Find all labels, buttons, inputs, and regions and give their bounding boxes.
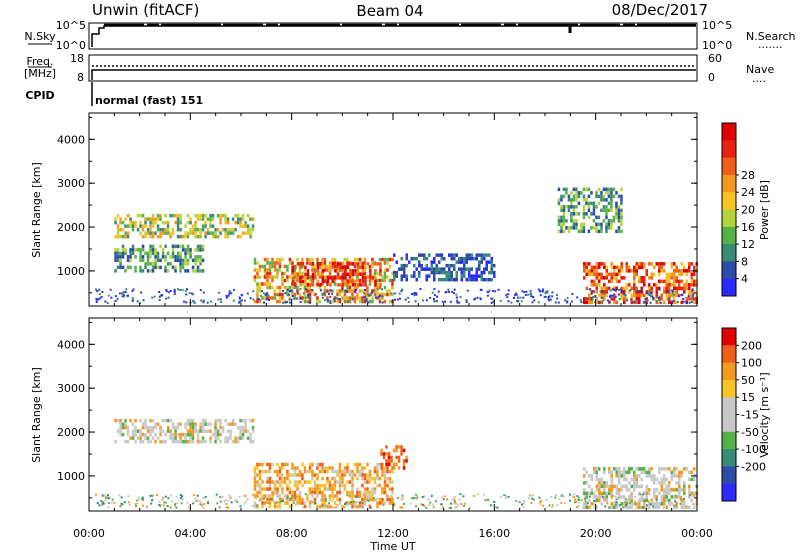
nave-tick-low: 0 [708,71,715,84]
nsky-tick-high: 10^5 [56,19,86,32]
power-colorbar-swatch-0 [722,123,736,141]
velocity-colorbar-swatch-9 [722,483,736,502]
power-near-range-scatter [94,288,695,304]
freq-panel: Freq. [MHz] 18 8 60 0 Nave .... [24,52,775,85]
power-colorbar-tick-5: 24 [741,186,755,199]
time-tick-6: 00:00 [681,527,713,540]
time-tick-2: 08:00 [276,527,308,540]
cpid-row: CPID normal (fast) 151 [25,82,203,107]
nsearch-tick-high: 10^5 [702,19,732,32]
velocity-colorbar-tick-6: -100 [741,443,766,456]
power-echo-region-0 [114,213,255,239]
velocity-colorbar-tick-2: 50 [741,374,755,387]
nsearch-dots: ....... [758,38,782,51]
time-tick-4: 16:00 [478,527,510,540]
velocity-colorbar-swatch-1 [722,345,736,364]
freq-tick-high: 18 [70,52,84,65]
freq-tick-low: 8 [77,71,84,84]
cpid-mode-text: normal (fast) 151 [95,94,203,107]
power-colorbar-swatch-1 [722,140,736,159]
power-colorbar-tick-4: 20 [741,204,755,217]
velocity-near-range-scatter [94,493,695,509]
beam-title: Beam 04 [356,2,423,20]
velocity-colorbar-swatch-0 [722,328,736,346]
velocity-colorbar-tick-0: 200 [741,339,762,352]
power-colorbar-tick-1: 8 [741,255,748,268]
velocity-ytick-3: 4000 [57,338,85,351]
velocity-colorbar-label: Velocity [m s⁻¹] [758,372,771,457]
velocity-colorbar: 200 100 50 15 -15 -50 -100 -200 Velocity [m s⁻¹… [721,327,771,502]
velocity-ytick-0: 1000 [57,470,85,483]
velocity-panel: 1000 2000 3000 4000 Slant Range [km] [30,317,698,512]
velocity-ytick-1: 2000 [57,426,85,439]
power-echo-layer [94,187,698,305]
nave-label: Nave [746,63,774,76]
power-echo-region-4 [393,253,496,282]
power-ytick-1: 2000 [57,221,85,234]
nsearch-tick-low: 10^0 [702,39,732,52]
nave-tick-high: 60 [708,52,722,65]
velocity-colorbar-swatch-6 [722,431,736,450]
power-colorbar: 4 8 12 16 20 24 28 Power [dB] [721,122,771,297]
velocity-ylabel: Slant Range [km] [30,367,43,463]
power-echo-region-3 [291,262,382,287]
nave-dots: .... [752,72,766,85]
station-title: Unwin (fitACF) [92,1,199,19]
power-colorbar-swatch-5 [722,209,736,228]
power-colorbar-swatch-8 [722,261,736,280]
velocity-echo-layer [94,418,698,510]
power-ylabel: Slant Range [km] [30,162,43,258]
date-title: 08/Dec/2017 [612,1,708,19]
power-colorbar-tick-3: 16 [741,221,755,234]
velocity-colorbar-swatch-2 [722,362,736,381]
power-echo-region-1 [114,244,205,273]
velocity-colorbar-tick-4: -15 [741,409,759,422]
nsky-label: N.Sky [24,30,56,43]
freq-label-line2: [MHz] [24,67,56,80]
power-colorbar-tick-0: 4 [741,273,748,286]
power-panel: 1000 2000 3000 4000 Slant Range [km] [30,112,698,307]
time-axis-labels: 00:00 04:00 08:00 12:00 16:00 20:00 00:00 [73,527,713,540]
power-colorbar-swatch-3 [722,174,736,193]
freq-label-line1: Freq. [26,55,53,68]
cpid-label: CPID [25,89,54,102]
velocity-colorbar-swatch-5 [722,414,736,433]
velocity-echo-region-2 [380,445,408,470]
velocity-colorbar-tick-1: 100 [741,357,762,370]
power-colorbar-swatch-6 [722,226,736,245]
power-ytick-2: 3000 [57,177,85,190]
velocity-colorbar-tick-3: 15 [741,391,755,404]
velocity-colorbar-swatch-8 [722,466,736,485]
time-tick-5: 20:00 [580,527,612,540]
velocity-ytick-2: 3000 [57,382,85,395]
power-colorbar-tick-6: 28 [741,169,755,182]
velocity-echo-region-0 [114,418,255,444]
velocity-colorbar-tick-7: -200 [741,460,766,473]
time-axis-title: Time UT [369,540,415,553]
power-colorbar-swatch-7 [722,244,736,262]
power-colorbar-label: Power [dB] [758,180,771,240]
power-colorbar-swatch-4 [722,192,736,210]
velocity-echo-region-3 [583,467,698,510]
velocity-colorbar-swatch-4 [722,397,736,415]
velocity-colorbar-swatch-3 [722,379,736,398]
time-tick-0: 00:00 [73,527,105,540]
time-tick-3: 12:00 [377,527,409,540]
nsky-panel: N.Sky 10^5 10^0 10^5 10^0 N.Search .....… [24,19,795,52]
nsky-tick-low: 10^0 [56,39,86,52]
power-colorbar-swatch-9 [722,278,736,297]
time-tick-1: 04:00 [174,527,206,540]
power-colorbar-tick-2: 12 [741,238,755,251]
velocity-colorbar-swatch-7 [722,449,736,467]
power-ytick-0: 1000 [57,265,85,278]
power-echo-region-5 [557,187,623,234]
power-colorbar-swatch-2 [722,157,736,176]
velocity-colorbar-tick-5: -50 [741,426,759,439]
power-ytick-3: 4000 [57,133,85,146]
nsearch-label: N.Search [746,30,796,43]
